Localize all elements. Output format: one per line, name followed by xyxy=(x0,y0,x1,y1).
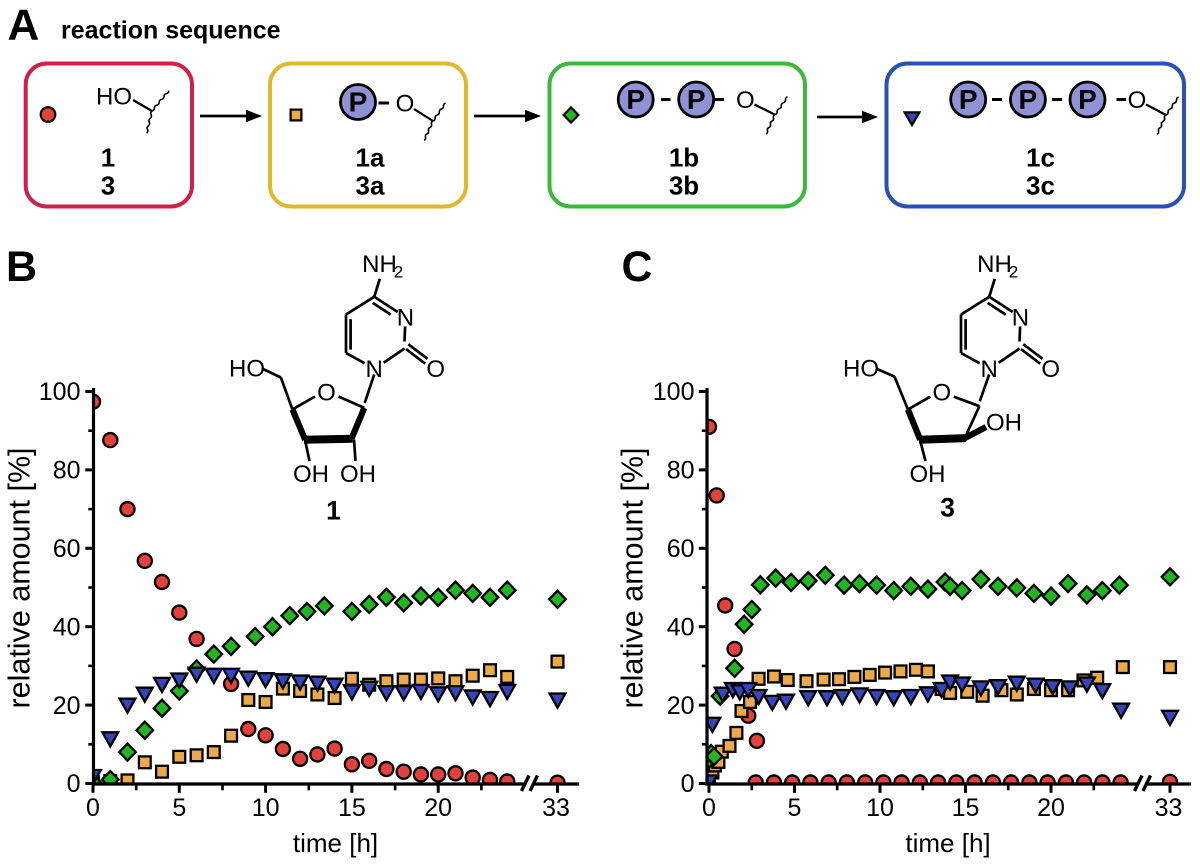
svg-text:P: P xyxy=(349,87,368,118)
svg-text:40: 40 xyxy=(53,613,81,641)
svg-text:A: A xyxy=(8,1,40,50)
svg-text:100: 100 xyxy=(39,378,81,406)
svg-text:3: 3 xyxy=(101,171,115,201)
svg-text:20: 20 xyxy=(1037,794,1065,822)
svg-text:O: O xyxy=(426,356,445,383)
svg-text:N: N xyxy=(397,305,414,332)
svg-text:10: 10 xyxy=(866,794,894,822)
svg-text:O: O xyxy=(1041,356,1060,383)
svg-text:5: 5 xyxy=(172,794,186,822)
svg-text:HO: HO xyxy=(96,84,132,111)
svg-text:0: 0 xyxy=(702,794,716,822)
svg-text:P: P xyxy=(959,84,978,115)
svg-text:OH: OH xyxy=(986,410,1022,437)
svg-text:P: P xyxy=(687,84,706,115)
svg-text:HO: HO xyxy=(843,356,879,383)
svg-text:20: 20 xyxy=(667,692,695,720)
svg-text:3c: 3c xyxy=(1026,171,1055,201)
svg-text:N: N xyxy=(366,356,383,383)
svg-text:100: 100 xyxy=(653,378,695,406)
svg-text:O: O xyxy=(396,91,415,118)
svg-text:O: O xyxy=(736,87,755,114)
svg-text:1a: 1a xyxy=(356,143,385,173)
svg-text:10: 10 xyxy=(252,794,280,822)
svg-text:20: 20 xyxy=(424,794,452,822)
svg-text:OH: OH xyxy=(340,461,376,488)
svg-text:B: B xyxy=(6,243,37,291)
svg-text:P: P xyxy=(626,84,645,115)
svg-text:time [h]: time [h] xyxy=(905,828,990,858)
svg-text:2: 2 xyxy=(394,263,403,282)
svg-text:3: 3 xyxy=(940,493,955,523)
svg-text:15: 15 xyxy=(952,794,980,822)
svg-text:relative amount [%]: relative amount [%] xyxy=(3,447,37,708)
svg-text:0: 0 xyxy=(86,794,100,822)
svg-text:1c: 1c xyxy=(1026,143,1055,173)
svg-text:0: 0 xyxy=(67,770,81,798)
svg-text:60: 60 xyxy=(53,535,81,563)
svg-text:0: 0 xyxy=(681,770,695,798)
svg-text:15: 15 xyxy=(338,794,366,822)
svg-text:80: 80 xyxy=(53,457,81,485)
svg-text:NH: NH xyxy=(977,251,1012,278)
svg-text:relative amount [%]: relative amount [%] xyxy=(616,447,650,708)
svg-text:1: 1 xyxy=(326,496,341,526)
svg-text:40: 40 xyxy=(667,613,695,641)
svg-text:O: O xyxy=(317,380,336,407)
svg-text:2: 2 xyxy=(1009,263,1018,282)
svg-text:33: 33 xyxy=(542,794,570,822)
svg-text:C: C xyxy=(622,243,653,291)
svg-text:1b: 1b xyxy=(669,143,699,173)
svg-text:N: N xyxy=(1012,305,1029,332)
svg-text:N: N xyxy=(981,356,998,383)
svg-text:P: P xyxy=(1078,84,1097,115)
svg-text:O: O xyxy=(932,380,951,407)
svg-text:60: 60 xyxy=(667,535,695,563)
svg-text:3a: 3a xyxy=(356,171,385,201)
svg-text:1: 1 xyxy=(101,143,115,173)
svg-text:O: O xyxy=(1128,87,1147,114)
svg-text:OH: OH xyxy=(910,461,946,488)
svg-text:80: 80 xyxy=(667,457,695,485)
svg-text:P: P xyxy=(1019,84,1038,115)
svg-text:reaction sequence: reaction sequence xyxy=(61,17,281,45)
svg-text:NH: NH xyxy=(362,251,397,278)
svg-text:5: 5 xyxy=(788,794,802,822)
svg-text:time [h]: time [h] xyxy=(293,828,378,858)
svg-text:OH: OH xyxy=(293,461,329,488)
svg-text:33: 33 xyxy=(1155,794,1183,822)
svg-text:3b: 3b xyxy=(669,171,699,201)
svg-text:20: 20 xyxy=(53,692,81,720)
svg-text:HO: HO xyxy=(229,356,265,383)
